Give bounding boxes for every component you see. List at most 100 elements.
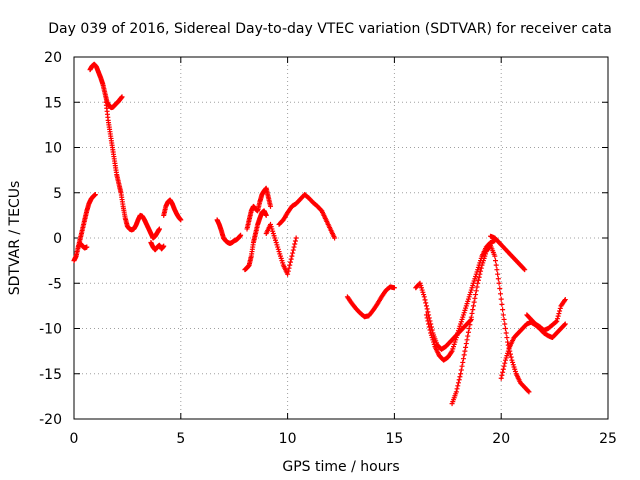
series-arc11 bbox=[449, 242, 532, 407]
series-arc8 bbox=[344, 284, 397, 320]
data-point bbox=[455, 380, 461, 386]
data-point bbox=[463, 341, 469, 347]
data-point bbox=[292, 241, 298, 247]
y-tick-label: 0 bbox=[53, 231, 62, 247]
data-point bbox=[457, 374, 463, 380]
data-point bbox=[289, 253, 295, 259]
data-point bbox=[494, 267, 500, 273]
data-point bbox=[92, 192, 98, 198]
data-point bbox=[465, 329, 471, 335]
series-arc13 bbox=[498, 319, 568, 381]
y-tick-label: -5 bbox=[48, 276, 62, 292]
data-point bbox=[391, 285, 397, 291]
series-arc3 bbox=[103, 99, 162, 241]
y-tick-label: -20 bbox=[39, 412, 62, 428]
data-point bbox=[268, 203, 274, 209]
series-arc5 bbox=[214, 217, 244, 246]
data-point bbox=[474, 284, 480, 290]
data-point bbox=[468, 318, 474, 324]
series-arc1 bbox=[71, 192, 98, 264]
data-point bbox=[471, 299, 477, 305]
data-point bbox=[473, 288, 479, 294]
data-point bbox=[498, 296, 504, 302]
x-tick-label: 20 bbox=[492, 431, 510, 447]
data-point bbox=[473, 292, 479, 298]
y-tick-label: 10 bbox=[44, 141, 62, 157]
data-point bbox=[84, 244, 90, 250]
series-arc6c bbox=[263, 221, 299, 277]
data-point bbox=[425, 318, 431, 324]
data-point bbox=[497, 286, 503, 292]
x-tick-label: 10 bbox=[279, 431, 297, 447]
y-tick-label: 20 bbox=[44, 50, 62, 66]
data-point bbox=[498, 375, 504, 381]
data-point bbox=[460, 356, 466, 362]
data-point bbox=[463, 344, 469, 350]
x-tick-label: 25 bbox=[599, 431, 617, 447]
y-axis: -20 -15 -10 -5 0 5 10 15 20 bbox=[39, 50, 608, 428]
y-tick-label: 15 bbox=[44, 95, 62, 111]
x-tick-label: 0 bbox=[70, 431, 79, 447]
data-point bbox=[475, 277, 481, 283]
data-point bbox=[500, 366, 506, 372]
data-point bbox=[461, 352, 467, 358]
data-point bbox=[505, 339, 511, 345]
x-axis: 0 5 10 15 20 25 bbox=[70, 57, 617, 447]
chart-title: Day 039 of 2016, Sidereal Day-to-day VTE… bbox=[48, 21, 612, 37]
data-point bbox=[526, 389, 532, 395]
data-point bbox=[286, 265, 292, 271]
data-point bbox=[462, 348, 468, 354]
data-point bbox=[119, 94, 125, 100]
data-point bbox=[156, 226, 162, 232]
data-point bbox=[464, 337, 470, 343]
data-point bbox=[470, 303, 476, 309]
data-point bbox=[501, 316, 507, 322]
data-point bbox=[290, 247, 296, 253]
data-point bbox=[423, 300, 429, 306]
data-point bbox=[470, 307, 476, 313]
data-point bbox=[556, 311, 562, 317]
data-point bbox=[467, 322, 473, 328]
data-point bbox=[499, 372, 505, 378]
x-tick-label: 15 bbox=[385, 431, 403, 447]
data-point bbox=[501, 363, 507, 369]
data-point bbox=[424, 315, 430, 321]
data-point bbox=[469, 310, 475, 316]
data-point bbox=[465, 333, 471, 339]
data-point bbox=[423, 312, 429, 318]
data-point bbox=[553, 319, 559, 325]
data-point bbox=[557, 308, 563, 314]
data-point bbox=[291, 244, 297, 250]
series-arc10 bbox=[423, 238, 498, 363]
series-arc12 bbox=[488, 233, 528, 273]
data-point bbox=[453, 389, 459, 395]
data-point bbox=[468, 314, 474, 320]
y-tick-label: -10 bbox=[39, 322, 62, 338]
series-arc2 bbox=[87, 61, 125, 111]
data-point bbox=[178, 217, 184, 223]
data-point bbox=[492, 253, 498, 259]
data-point bbox=[426, 324, 432, 330]
data-point bbox=[288, 256, 294, 262]
data-point bbox=[495, 271, 501, 277]
series-arc14 bbox=[524, 297, 568, 333]
data-point bbox=[287, 259, 293, 265]
data-point bbox=[293, 235, 299, 241]
series-arc6 bbox=[244, 185, 274, 232]
series-arc3b bbox=[148, 240, 167, 253]
data-point bbox=[423, 303, 429, 309]
x-tick-label: 5 bbox=[176, 431, 185, 447]
data-point bbox=[555, 313, 561, 319]
data-point bbox=[499, 301, 505, 307]
data-series bbox=[71, 61, 568, 407]
data-point bbox=[458, 367, 464, 373]
data-point bbox=[557, 305, 563, 311]
data-point bbox=[456, 377, 462, 383]
data-point bbox=[508, 354, 514, 360]
y-tick-label: -15 bbox=[39, 367, 62, 383]
data-point bbox=[285, 268, 291, 274]
data-point bbox=[422, 297, 428, 303]
data-point bbox=[425, 309, 431, 315]
data-point bbox=[459, 363, 465, 369]
data-point bbox=[562, 297, 568, 303]
